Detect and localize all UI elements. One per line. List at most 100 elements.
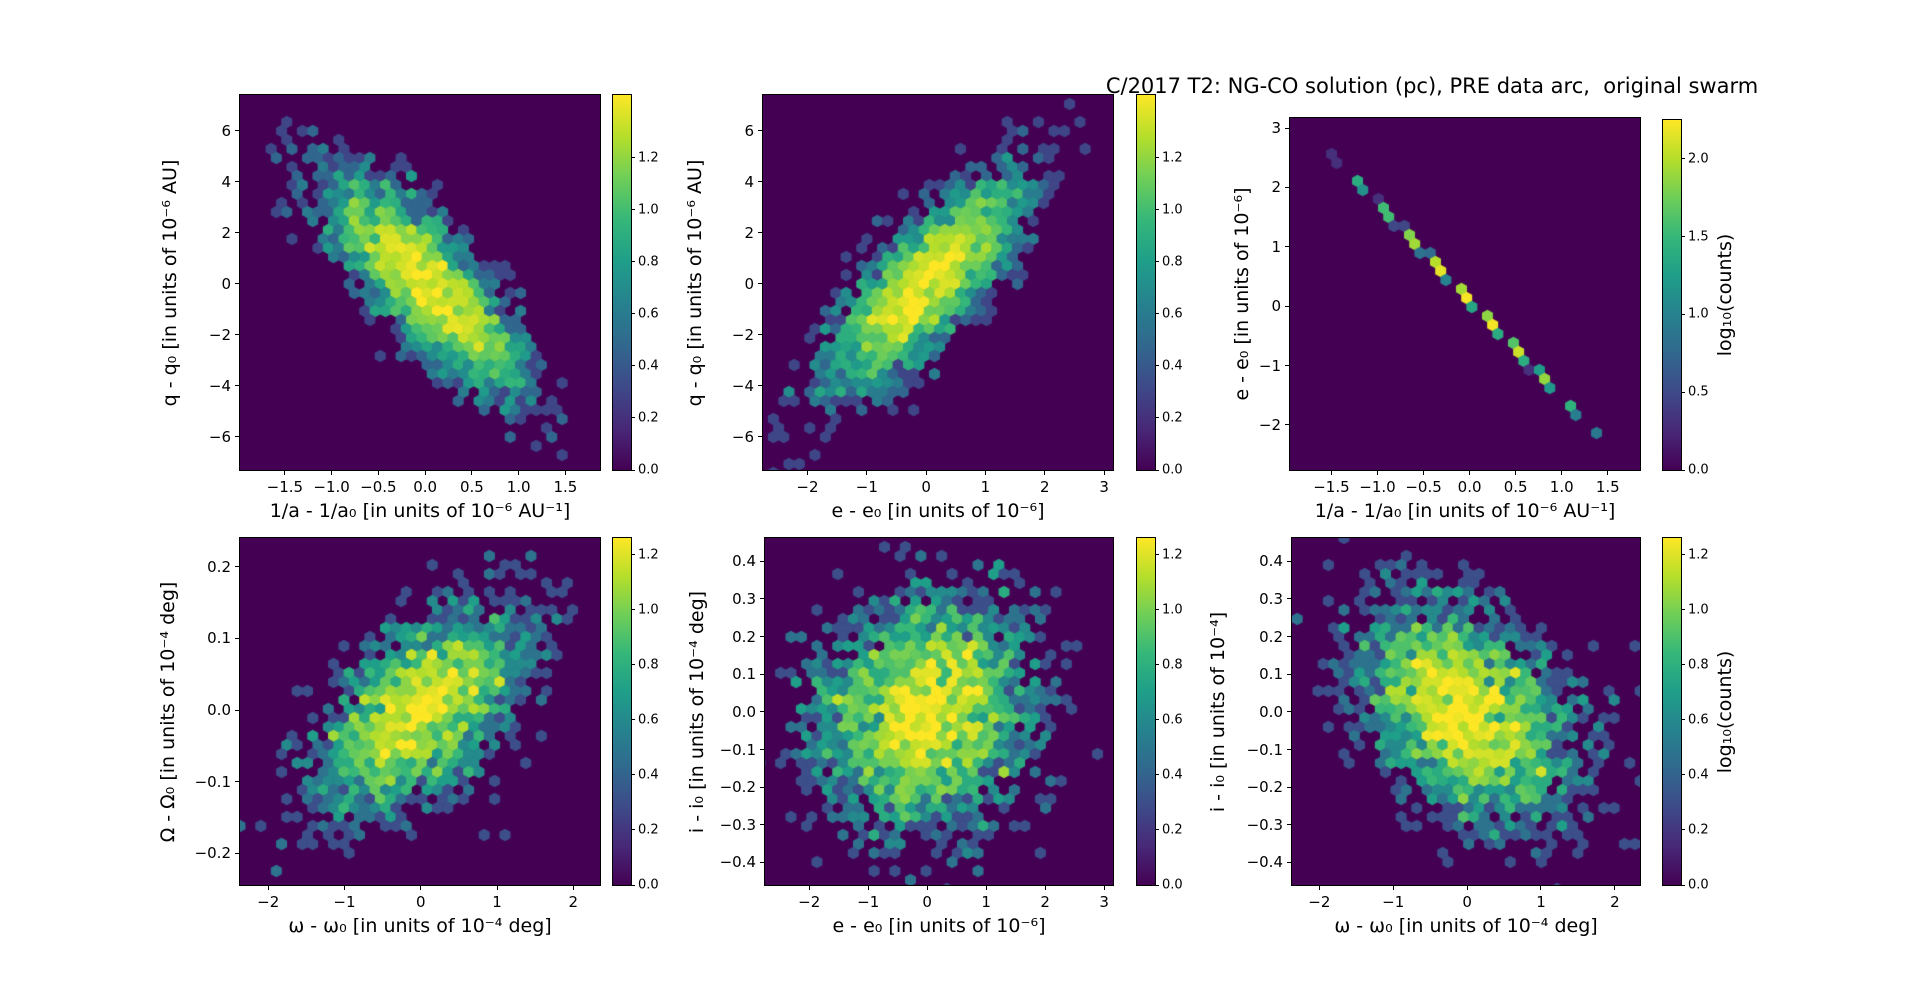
hexbin-plot-panel-capomega-vs-omega: [239, 537, 601, 886]
y-axis-label: i - i₀ [in units of 10⁻⁴]: [1207, 611, 1229, 812]
y-tick-mark: [760, 786, 764, 788]
hexbin-canvas-panel-i-vs-omega: [1292, 538, 1640, 885]
colorbar-tick-label: 1.2: [638, 150, 659, 165]
colorbar-tick-label: 0.4: [638, 767, 659, 783]
colorbar-panel-i-vs-omega: [1662, 537, 1682, 886]
y-tick-label: −0.3: [1246, 815, 1283, 834]
x-tick-label: −1: [1382, 893, 1405, 911]
y-tick-label: 0.0: [207, 701, 231, 720]
y-tick-mark: [758, 181, 762, 183]
y-tick-label: 0.2: [732, 627, 756, 646]
colorbar-tick-mark: [1682, 158, 1685, 160]
y-tick-mark: [235, 709, 239, 711]
y-tick-mark: [1285, 127, 1289, 129]
y-tick-label: 0.1: [1259, 665, 1283, 684]
colorbar-tick-label: 0.2: [1162, 410, 1183, 426]
x-tick-mark: [518, 471, 520, 475]
x-tick-label: 1: [981, 893, 991, 911]
colorbar-tick-mark: [1156, 884, 1159, 886]
y-tick-label: 0.3: [1259, 589, 1283, 608]
x-tick-mark: [926, 886, 928, 890]
x-tick-mark: [1515, 471, 1517, 475]
y-tick-label: 2: [744, 223, 754, 242]
x-tick-label: 3: [1099, 893, 1109, 911]
colorbar-tick-mark: [632, 554, 635, 556]
x-tick-mark: [1607, 471, 1609, 475]
x-tick-mark: [806, 471, 808, 475]
x-tick-label: 3: [1099, 478, 1109, 496]
x-tick-mark: [1103, 471, 1105, 475]
y-tick-label: 1: [1271, 237, 1281, 256]
colorbar-tick-mark: [1156, 313, 1159, 315]
y-tick-mark: [235, 181, 239, 183]
x-tick-label: −0.5: [360, 478, 397, 496]
colorbar-tick-mark: [1156, 417, 1159, 419]
colorbar-tick-label: 0.8: [1162, 657, 1183, 673]
x-axis-label: ω - ω₀ [in units of 10⁻⁴ deg]: [1334, 915, 1598, 937]
y-tick-mark: [235, 334, 239, 336]
colorbar-panel-q-vs-e: [1136, 94, 1156, 471]
y-tick-mark: [760, 560, 764, 562]
y-tick-label: 0.4: [1259, 552, 1283, 571]
x-tick-label: −1.5: [266, 478, 304, 496]
y-tick-mark: [760, 636, 764, 638]
y-tick-label: 0.1: [207, 629, 231, 648]
hexbin-plot-panel-e-vs-inva: [1289, 117, 1641, 471]
colorbar-tick-label: 0.4: [1162, 767, 1183, 783]
x-tick-mark: [471, 471, 473, 475]
y-tick-label: −4: [731, 376, 754, 395]
hexbin-canvas-panel-i-vs-e: [765, 538, 1113, 885]
colorbar-tick-label: 0.2: [638, 822, 659, 838]
y-tick-label: −2: [1258, 415, 1281, 434]
y-tick-label: −2: [208, 325, 231, 344]
y-tick-label: 0.2: [1259, 627, 1283, 646]
colorbar-tick-label: 0.4: [1162, 358, 1183, 374]
x-tick-label: 1.5: [1595, 478, 1620, 496]
x-tick-mark: [1377, 471, 1378, 475]
x-tick-label: −1.0: [313, 478, 350, 496]
y-axis-label: e - e₀ [in units of 10⁻⁶]: [1231, 187, 1253, 401]
x-tick-label: 2: [1610, 893, 1620, 911]
colorbar-tick-mark: [1682, 609, 1685, 611]
y-tick-mark: [235, 436, 239, 438]
colorbar-tick-label: 0.0: [638, 877, 659, 893]
x-tick-mark: [331, 471, 333, 475]
colorbar-tick-label: 0.6: [638, 306, 659, 322]
colorbar-panel-e-vs-inva: [1662, 119, 1682, 471]
colorbar-label: log₁₀(counts): [1714, 233, 1736, 357]
y-axis-label: Ω - Ω₀ [in units of 10⁻⁴ deg]: [157, 581, 179, 842]
colorbar-tick-label: 1.2: [638, 547, 659, 563]
x-tick-label: 1.5: [553, 478, 578, 496]
x-tick-label: 1.0: [506, 478, 531, 496]
figure-title: C/2017 T2: NG-CO solution (pc), PRE data…: [1105, 74, 1759, 98]
x-tick-mark: [1540, 886, 1542, 890]
x-tick-label: −1: [857, 893, 880, 911]
x-axis-label: e - e₀ [in units of 10⁻⁶]: [832, 915, 1046, 937]
x-tick-mark: [1466, 886, 1468, 890]
x-tick-label: 2: [568, 893, 579, 911]
colorbar-tick-mark: [1156, 469, 1159, 471]
colorbar-tick-label: 0.2: [638, 410, 659, 426]
colorbar-tick-label: 0.8: [1688, 657, 1709, 673]
y-tick-label: 0.1: [732, 665, 756, 684]
y-tick-mark: [235, 130, 239, 132]
y-tick-label: −0.2: [719, 778, 756, 797]
colorbar-tick-mark: [632, 365, 635, 367]
x-tick-mark: [985, 886, 987, 890]
x-tick-label: 2: [1040, 893, 1050, 911]
hexbin-canvas-panel-capomega-vs-omega: [240, 538, 600, 885]
x-tick-mark: [284, 471, 286, 475]
colorbar-tick-mark: [1156, 157, 1159, 158]
colorbar-tick-mark: [632, 261, 635, 263]
y-tick-mark: [1285, 186, 1289, 188]
colorbar-tick-label: 0.0: [1162, 877, 1183, 893]
colorbar-tick-mark: [1682, 664, 1685, 666]
y-tick-mark: [235, 637, 239, 639]
colorbar-tick-mark: [1156, 829, 1159, 831]
x-axis-label: 1/a - 1/a₀ [in units of 10⁻⁶ AU⁻¹]: [269, 500, 571, 522]
y-tick-label: −2: [731, 325, 754, 344]
x-tick-mark: [267, 886, 269, 890]
y-tick-label: −0.1: [194, 772, 231, 791]
colorbar-tick-label: 0.0: [1688, 877, 1709, 893]
